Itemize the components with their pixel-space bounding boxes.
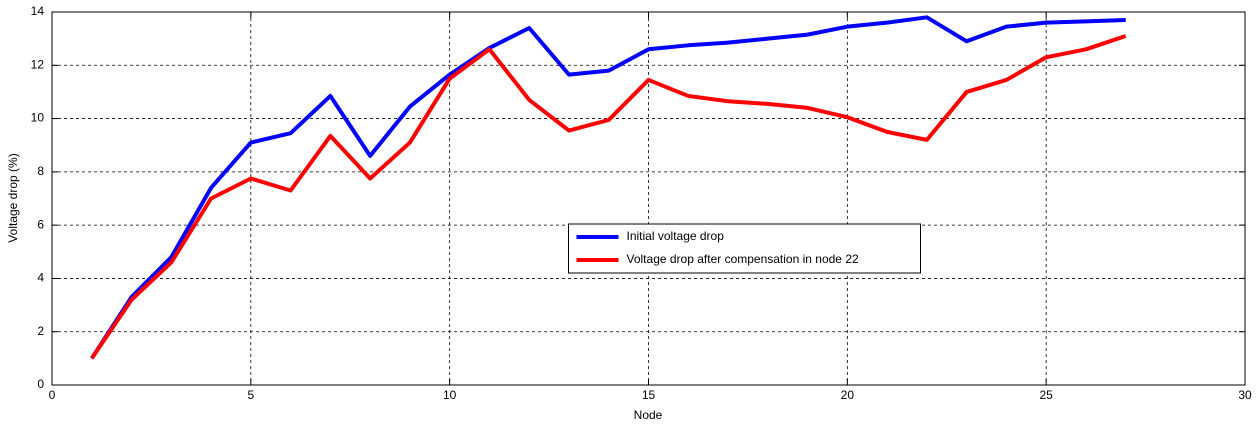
y-tick-label: 12: [31, 57, 45, 71]
y-tick-label: 14: [31, 4, 45, 18]
x-tick-label: 25: [1039, 388, 1053, 402]
plot-frame: [51, 11, 1246, 386]
x-tick-label: 15: [642, 388, 656, 402]
x-tick-label: 20: [841, 388, 855, 402]
y-axis-label: Voltage drop (%): [6, 153, 20, 242]
y-tick-label: 6: [37, 217, 44, 231]
data-line: [90, 34, 1127, 360]
x-tick-label: 10: [443, 388, 457, 402]
legend-label: Initial voltage drop: [627, 229, 725, 243]
x-tick-label: 30: [1238, 388, 1252, 402]
legend: Initial voltage drop Voltage drop after c…: [568, 223, 921, 274]
legend-label: Voltage drop after compensation in node …: [627, 252, 859, 266]
y-tick-label: 2: [37, 324, 44, 338]
x-axis-label: Node: [634, 408, 663, 422]
y-tick-label: 0: [37, 377, 44, 391]
legend-box: [568, 223, 921, 274]
y-tick-label: 4: [37, 271, 44, 285]
y-tick-label: 10: [31, 111, 45, 125]
y-tick-label: 8: [37, 164, 44, 178]
x-tick-label: 5: [247, 388, 254, 402]
x-tick-label: 0: [49, 388, 56, 402]
data-line: [90, 15, 1126, 360]
